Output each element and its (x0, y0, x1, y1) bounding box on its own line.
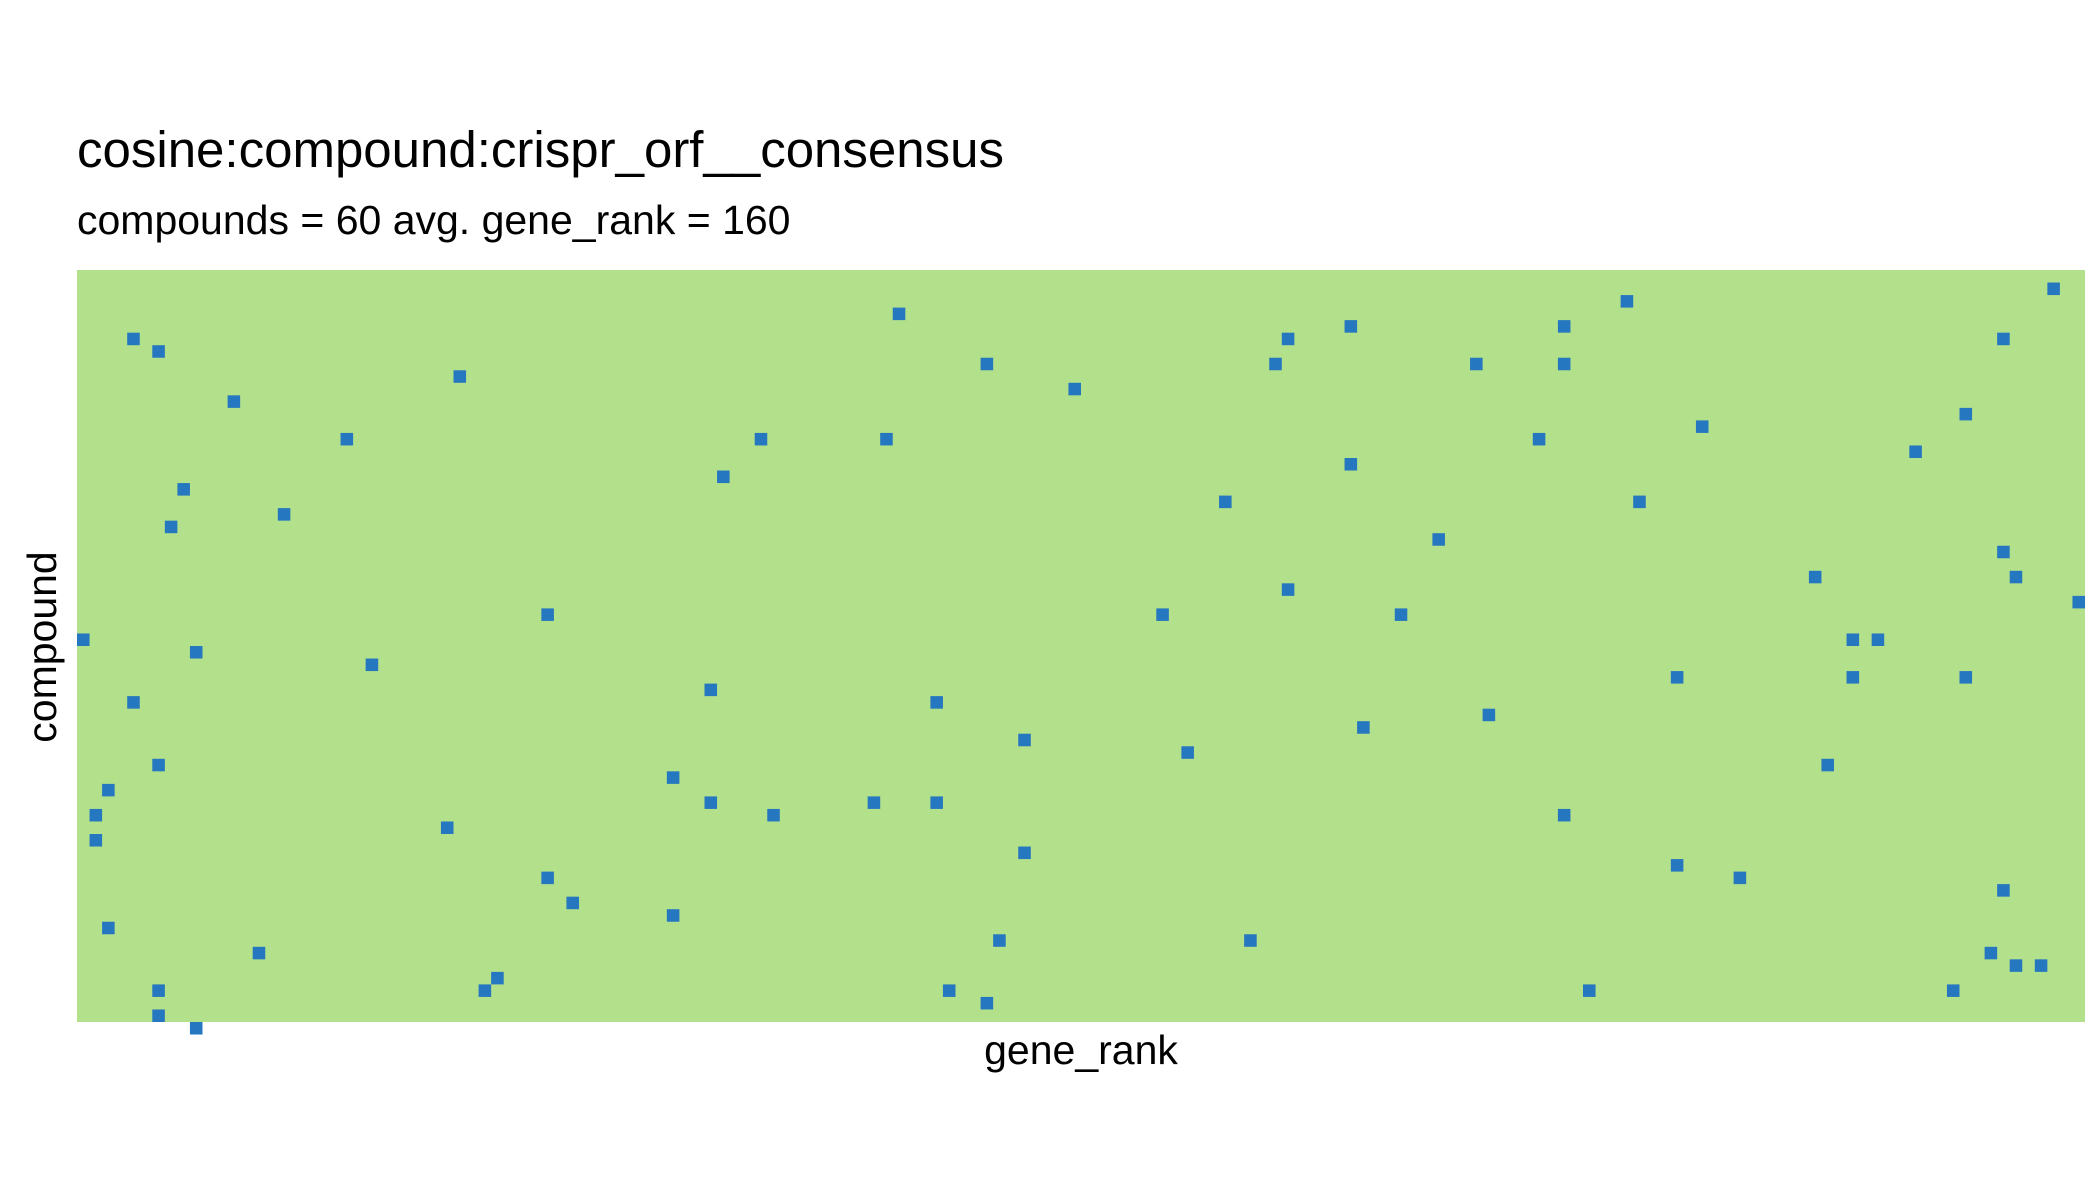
heatmap-cell-60 (930, 796, 943, 809)
heatmap-cell-65 (89, 834, 103, 847)
heatmap-cell-58 (704, 796, 718, 809)
heatmap-cell-61 (89, 808, 103, 822)
heatmap-cell-32 (1808, 570, 1822, 584)
heatmap-cell-22 (1909, 445, 1922, 458)
heatmap-cell-53 (1181, 746, 1194, 759)
heatmap-cell-79 (491, 971, 504, 985)
heatmap-cell-85 (1946, 984, 1960, 997)
heatmap-cell-5 (127, 332, 140, 346)
heatmap-cell-27 (1219, 495, 1232, 509)
heatmap-cell-8 (1997, 332, 2010, 346)
heatmap-cell-2 (1620, 295, 1634, 308)
heatmap-cell-34 (1281, 583, 1295, 596)
heatmap-cell-69 (1733, 871, 1747, 885)
heatmap-cell-81 (152, 984, 165, 997)
heatmap-cell-73 (102, 921, 115, 935)
heatmap-cell-66 (1018, 846, 1031, 860)
y-axis-label: compound (19, 551, 65, 743)
heatmap-cell-46 (1846, 671, 1860, 684)
heatmap-cell-39 (77, 633, 90, 646)
heatmap-cell-15 (227, 395, 241, 408)
heatmap-cell-62 (767, 808, 780, 822)
x-axis-label: gene_rank (984, 1027, 1178, 1073)
heatmap-cell-84 (1583, 984, 1596, 997)
heatmap-cell-23 (1344, 458, 1358, 471)
heatmap-cell-21 (1532, 432, 1546, 446)
chart-subtitle: compounds = 60 avg. gene_rank = 160 (77, 197, 791, 243)
heatmap-cell-14 (1068, 382, 1081, 396)
heatmap-cell-49 (930, 696, 943, 709)
heatmap-cell-50 (1482, 708, 1496, 722)
heatmap-cell-78 (2009, 959, 2023, 972)
heatmap-cell-75 (1244, 934, 1257, 947)
heatmap-cell-88 (189, 1022, 203, 1035)
heatmap-cell-1 (892, 307, 906, 321)
heatmap-cell-10 (1269, 357, 1282, 371)
heatmap-cell-67 (1670, 859, 1684, 872)
heatmap-cell-43 (365, 658, 379, 672)
heatmap-cell-13 (453, 370, 467, 383)
heatmap-cell-48 (127, 696, 140, 709)
heatmap-cell-47 (704, 683, 718, 697)
heatmap-cell-44 (1670, 671, 1684, 684)
heatmap-cell-0 (2047, 282, 2060, 296)
heatmap-cell-82 (478, 984, 492, 997)
heatmap-cell-54 (152, 758, 165, 772)
heatmap-cell-31 (1997, 545, 2010, 559)
heatmap-cell-68 (541, 871, 554, 885)
heatmap-cell-33 (2009, 570, 2023, 584)
heatmap-cell-20 (880, 432, 893, 446)
heatmap-cell-18 (340, 432, 354, 446)
heatmap-cell-11 (1470, 357, 1483, 371)
heatmap-cell-4 (1557, 320, 1571, 333)
heatmap-cell-41 (1871, 633, 1885, 646)
heatmap-cell-3 (1344, 320, 1358, 333)
heatmap-cell-9 (980, 357, 994, 371)
heatmap-cell-35 (541, 608, 554, 621)
heatmap-cell-38 (2072, 595, 2085, 609)
heatmap-cell-12 (1557, 357, 1571, 371)
heatmap-cell-42 (189, 646, 203, 659)
heatmap-cell-80 (2034, 959, 2048, 972)
heatmap-cell-56 (666, 771, 680, 784)
heatmap-cell-37 (1394, 608, 1408, 621)
plot-background (77, 270, 2085, 1022)
heatmap-cell-45 (1959, 671, 1973, 684)
heatmap-cell-7 (1281, 332, 1295, 346)
heatmap-cell-83 (942, 984, 956, 997)
heatmap-cell-17 (1695, 420, 1709, 433)
chart-title: cosine:compound:crispr_orf__consensus (77, 121, 1005, 178)
heatmap-cell-64 (440, 821, 454, 834)
heatmap-cell-16 (1959, 407, 1973, 421)
heatmap-cell-71 (566, 896, 579, 910)
heatmap-cell-25 (177, 483, 190, 496)
heatmap-cell-59 (867, 796, 881, 809)
heatmap-cell-28 (277, 508, 291, 521)
heatmap-cell-72 (666, 909, 680, 922)
heatmap-cell-63 (1557, 808, 1571, 822)
heatmap-cell-52 (1018, 733, 1031, 747)
heatmap-cell-51 (1357, 721, 1370, 734)
heatmap-cell-70 (1997, 884, 2010, 897)
heatmap-cell-19 (754, 432, 768, 446)
heatmap-cell-40 (1846, 633, 1860, 646)
heatmap-cell-74 (993, 934, 1006, 947)
heatmap-cell-6 (152, 345, 165, 358)
heatmap-cell-57 (102, 783, 115, 797)
heatmap-cell-24 (717, 470, 730, 484)
heatmap-cell-77 (1984, 946, 1998, 960)
heatmap-cell-36 (1156, 608, 1169, 621)
heatmap-cell-76 (252, 946, 266, 960)
heatmap-cell-29 (164, 520, 178, 534)
heatmap-cells (77, 282, 2085, 1035)
heatmap-cell-87 (152, 1009, 165, 1022)
heatmap-cell-26 (1633, 495, 1646, 509)
heatmap-cell-86 (980, 996, 994, 1010)
heatmap-cell-55 (1821, 758, 1834, 772)
heatmap-cell-30 (1432, 533, 1445, 546)
